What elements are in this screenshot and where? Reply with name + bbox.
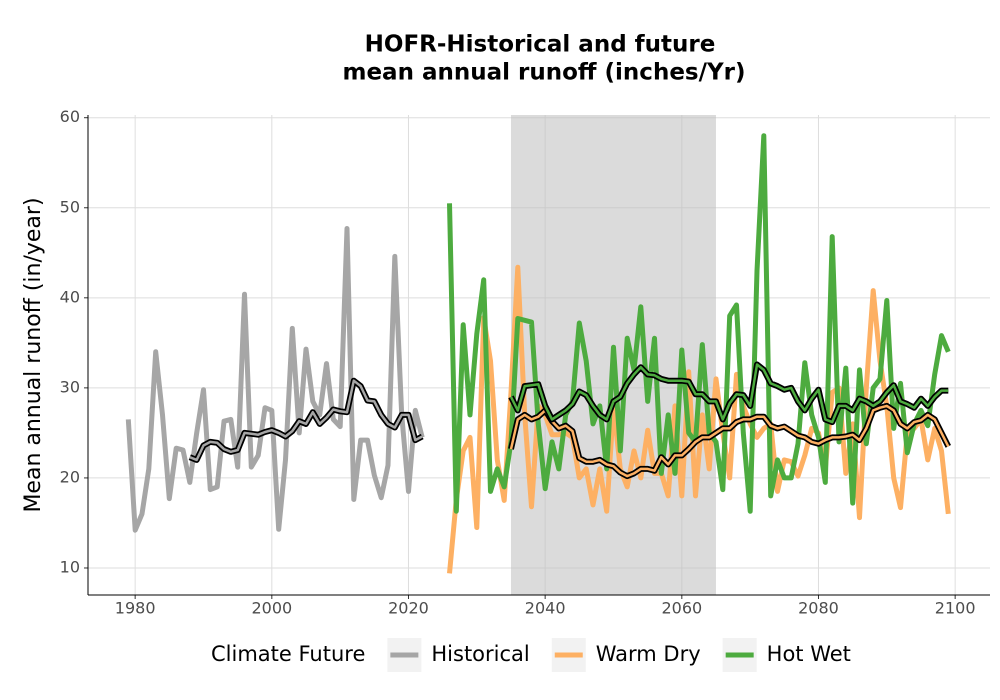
smooth-line <box>509 363 949 424</box>
x-tick-label: 2020 <box>388 599 429 618</box>
x-tick-label: 2080 <box>798 599 839 618</box>
x-tick-label: 1980 <box>115 599 156 618</box>
x-tick-label: 2100 <box>935 599 976 618</box>
series-line <box>125 226 425 533</box>
chart-title: HOFR-Historical and future <box>365 32 716 58</box>
x-tick-label: 2040 <box>525 599 566 618</box>
y-axis-title: Mean annual runoff (in/year) <box>21 197 46 512</box>
y-tick-label: 30 <box>60 377 80 396</box>
y-tick-label: 40 <box>60 287 80 306</box>
x-tick-label: 2000 <box>251 599 292 618</box>
smooth-line <box>189 379 423 462</box>
y-tick-label: 50 <box>60 197 80 216</box>
y-tick-label: 20 <box>60 467 80 486</box>
legend-label: Warm Dry <box>596 642 701 666</box>
y-tick-label: 60 <box>60 107 80 126</box>
legend-label: Hot Wet <box>767 642 851 666</box>
legend-label: Historical <box>431 642 529 666</box>
smooth-line <box>509 404 950 478</box>
y-tick-label: 10 <box>60 557 80 576</box>
x-tick-label: 2060 <box>661 599 702 618</box>
chart-title: mean annual runoff (inches/Yr) <box>342 60 745 86</box>
legend-title: Climate Future <box>211 642 365 666</box>
